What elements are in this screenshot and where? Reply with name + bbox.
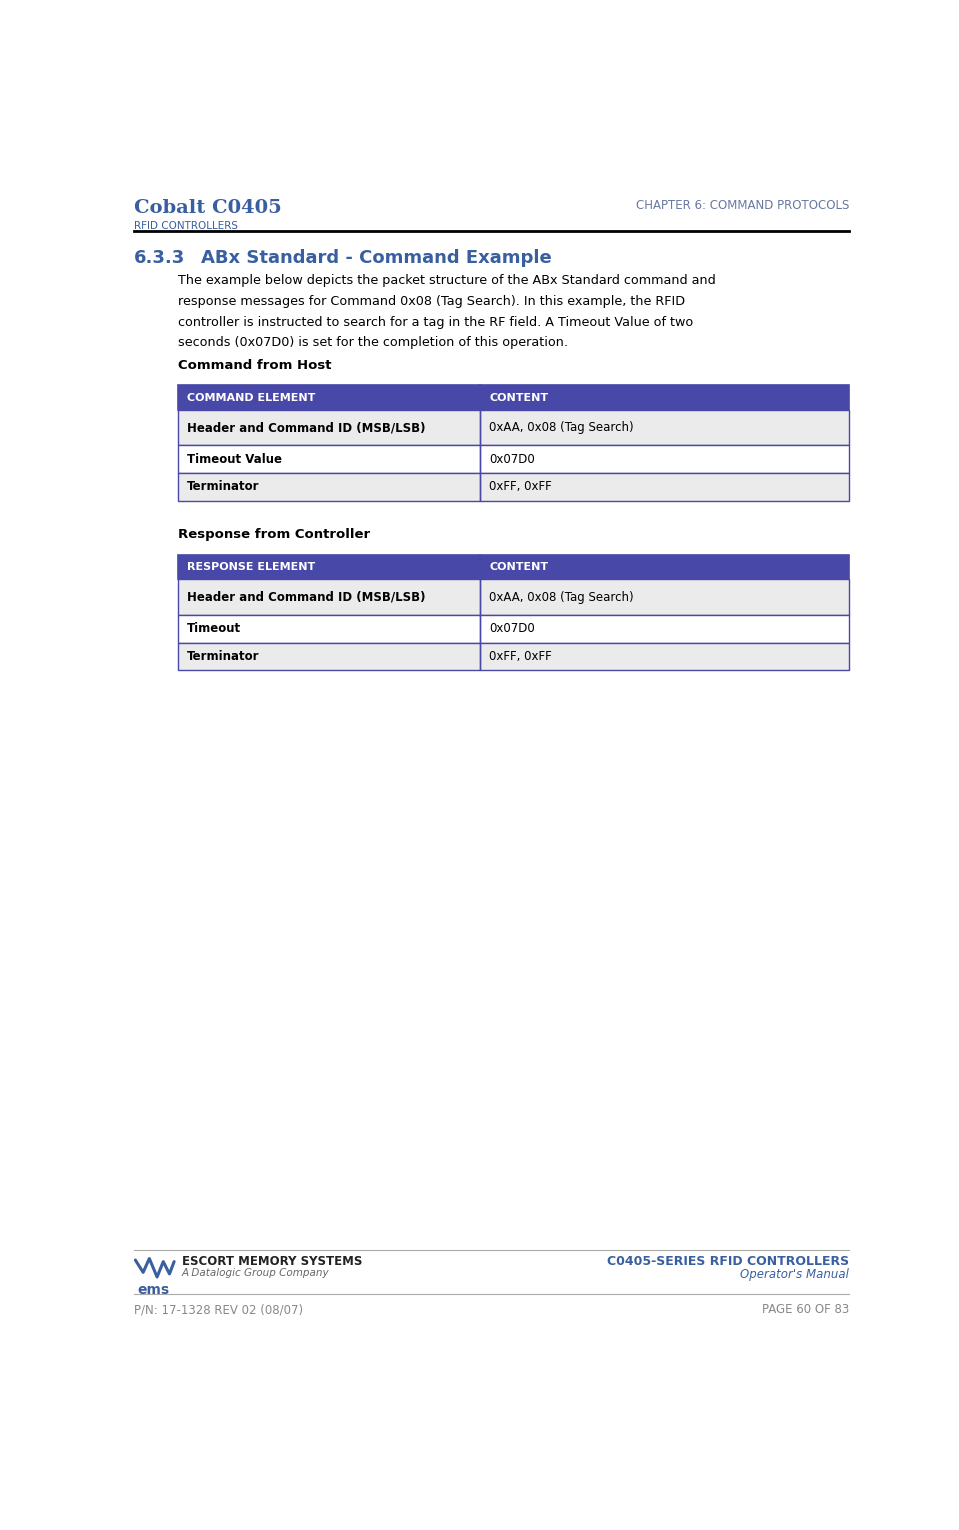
Text: Response from Controller: Response from Controller <box>178 528 370 540</box>
Text: ESCORT MEMORY SYSTEMS: ESCORT MEMORY SYSTEMS <box>182 1256 363 1268</box>
Text: CHAPTER 6: COMMAND PROTOCOLS: CHAPTER 6: COMMAND PROTOCOLS <box>636 199 849 213</box>
Text: CONTENT: CONTENT <box>489 562 549 572</box>
Text: A Datalogic Group Company: A Datalogic Group Company <box>182 1268 330 1278</box>
Bar <box>480 410 849 445</box>
Text: 0x07D0: 0x07D0 <box>489 453 535 465</box>
Text: RESPONSE ELEMENT: RESPONSE ELEMENT <box>187 562 316 572</box>
Bar <box>480 473 849 500</box>
Text: Command from Host: Command from Host <box>178 360 332 372</box>
Bar <box>178 445 480 473</box>
Text: response messages for Command 0x08 (Tag Search). In this example, the RFID: response messages for Command 0x08 (Tag … <box>178 295 685 308</box>
Bar <box>178 580 480 615</box>
Text: Timeout: Timeout <box>187 623 242 635</box>
Bar <box>480 615 849 643</box>
Bar <box>178 615 480 643</box>
Text: 0xFF, 0xFF: 0xFF, 0xFF <box>489 650 552 662</box>
Text: C0405-SERIES RFID CONTROLLERS: C0405-SERIES RFID CONTROLLERS <box>607 1256 849 1268</box>
Bar <box>178 410 480 445</box>
Bar <box>480 386 849 410</box>
Text: ABx Standard - Command Example: ABx Standard - Command Example <box>201 249 552 268</box>
Bar <box>178 555 480 580</box>
Bar <box>480 410 849 445</box>
Bar <box>178 386 480 410</box>
Text: Cobalt C0405: Cobalt C0405 <box>134 199 282 217</box>
Bar <box>178 643 480 670</box>
Bar <box>480 555 849 580</box>
Bar <box>480 615 849 643</box>
Text: Timeout Value: Timeout Value <box>187 453 282 465</box>
Bar <box>480 580 849 615</box>
Bar <box>178 445 480 473</box>
Text: Operator's Manual: Operator's Manual <box>740 1268 849 1281</box>
Text: controller is instructed to search for a tag in the RF field. A Timeout Value of: controller is instructed to search for a… <box>178 315 693 329</box>
Bar <box>178 580 480 615</box>
Text: Terminator: Terminator <box>187 480 260 494</box>
Text: P/N: 17-1328 REV 02 (08/07): P/N: 17-1328 REV 02 (08/07) <box>134 1304 303 1316</box>
Bar <box>178 473 480 500</box>
Bar <box>178 473 480 500</box>
Text: 0xAA, 0x08 (Tag Search): 0xAA, 0x08 (Tag Search) <box>489 591 634 604</box>
Bar <box>178 386 480 410</box>
Bar <box>178 555 480 580</box>
Text: 6.3.3: 6.3.3 <box>134 249 185 268</box>
Bar <box>178 615 480 643</box>
Bar <box>480 445 849 473</box>
Text: CONTENT: CONTENT <box>489 393 549 402</box>
Text: 0x07D0: 0x07D0 <box>489 623 535 635</box>
Text: 0xAA, 0x08 (Tag Search): 0xAA, 0x08 (Tag Search) <box>489 421 634 435</box>
Text: seconds (0x07D0) is set for the completion of this operation.: seconds (0x07D0) is set for the completi… <box>178 337 568 349</box>
Text: ems: ems <box>137 1284 169 1297</box>
Bar <box>480 643 849 670</box>
Bar <box>480 643 849 670</box>
Bar <box>480 580 849 615</box>
Text: Terminator: Terminator <box>187 650 260 662</box>
Bar <box>480 386 849 410</box>
Bar <box>178 410 480 445</box>
Bar <box>480 445 849 473</box>
Bar <box>480 473 849 500</box>
Text: The example below depicts the packet structure of the ABx Standard command and: The example below depicts the packet str… <box>178 274 715 288</box>
Text: Header and Command ID (MSB/LSB): Header and Command ID (MSB/LSB) <box>187 421 426 435</box>
Text: COMMAND ELEMENT: COMMAND ELEMENT <box>187 393 316 402</box>
Text: Header and Command ID (MSB/LSB): Header and Command ID (MSB/LSB) <box>187 591 426 604</box>
Text: RFID CONTROLLERS: RFID CONTROLLERS <box>134 220 238 231</box>
Bar <box>178 643 480 670</box>
Bar <box>480 555 849 580</box>
Text: PAGE 60 OF 83: PAGE 60 OF 83 <box>761 1304 849 1316</box>
Text: 0xFF, 0xFF: 0xFF, 0xFF <box>489 480 552 494</box>
